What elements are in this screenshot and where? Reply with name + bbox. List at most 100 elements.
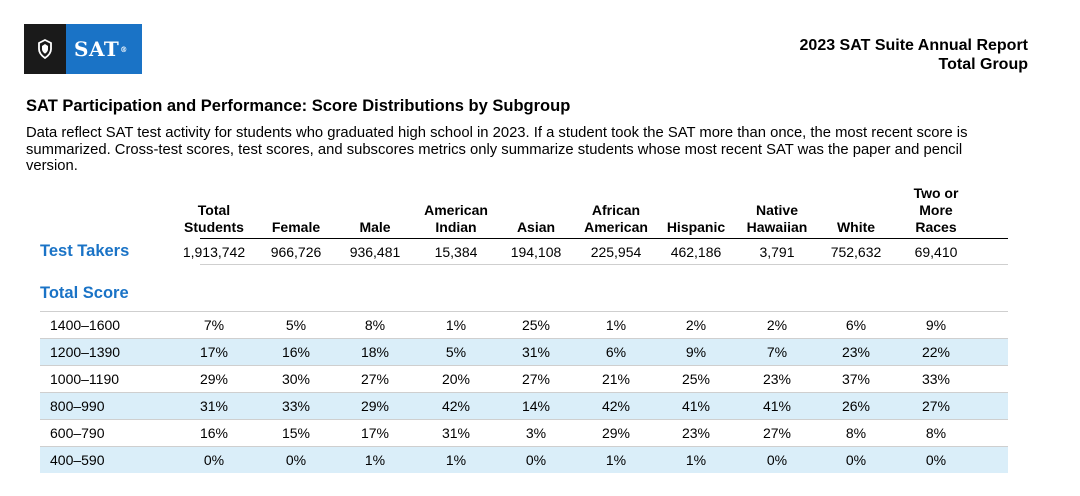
score-percent-cell: 17% [360,425,390,441]
score-percent-cell: 3% [525,425,547,441]
column-header: Female [252,219,340,236]
score-percent-cell: 8% [845,425,867,441]
column-header-line: Races [915,219,957,235]
score-percent-cell: 1% [605,317,627,333]
score-percent-cell: 1% [685,452,707,468]
score-range-row: 1200–1390 17% 16% 18% 5% 31% 6% 9% 7% 23% 22% [40,338,1008,365]
test-takers-cell: 69,410 [914,244,958,260]
score-percent-cell: 21% [601,371,631,387]
column-header-line: Indian [435,219,477,235]
score-range-row: 800–990 31% 33% 29% 42% 14% 42% 41% 41% 26% 27% [40,392,1008,419]
column-header: Male [331,219,419,236]
score-range-label: 1000–1190 [50,371,120,387]
score-percent-cell: 0% [845,452,867,468]
score-percent-cell: 23% [762,371,792,387]
score-range-row: 400–590 0% 0% 1% 1% 0% 1% 1% 0% 0% 0% [40,446,1008,473]
test-takers-cell: 225,954 [590,244,642,260]
score-percent-cell: 20% [441,371,471,387]
score-percent-cell: 0% [925,452,947,468]
score-percent-cell: 23% [681,425,711,441]
test-takers-cell: 966,726 [270,244,322,260]
test-takers-cell: 936,481 [349,244,401,260]
report-heading: 2023 SAT Suite Annual Report Total Group [800,36,1028,74]
score-percent-cell: 1% [445,452,467,468]
score-percent-cell: 1% [445,317,467,333]
score-percent-cell: 14% [521,398,551,414]
column-header: African American [572,202,660,236]
column-header-line: African [591,202,641,218]
score-percent-cell: 7% [766,344,788,360]
column-header-line: White [836,219,876,235]
score-percent-cell: 1% [364,452,386,468]
score-percent-cell: 1% [605,452,627,468]
column-header-line: More [919,202,953,218]
column-header: Hispanic [652,219,740,236]
column-header: Asian [492,219,580,236]
score-percent-cell: 2% [766,317,788,333]
score-range-label: 600–790 [50,425,105,441]
test-takers-row: 1,913,742 966,726 936,481 15,384 194,108 225,… [183,240,1008,265]
score-percent-cell: 27% [921,398,951,414]
score-percent-cell: 7% [203,317,225,333]
column-header: Total Students [170,202,258,236]
score-percent-cell: 33% [281,398,311,414]
score-percent-cell: 30% [281,371,311,387]
score-percent-cell: 25% [681,371,711,387]
score-percent-cell: 15% [281,425,311,441]
score-percent-cell: 22% [921,344,951,360]
score-percent-cell: 27% [360,371,390,387]
test-takers-cell: 752,632 [830,244,882,260]
shield-icon [38,39,52,59]
score-percent-cell: 5% [445,344,467,360]
score-percent-cell: 33% [921,371,951,387]
total-score-label: Total Score [40,284,129,302]
test-takers-cell: 1,913,742 [182,244,246,260]
score-percent-cell: 25% [521,317,551,333]
score-percent-cell: 2% [685,317,707,333]
test-takers-cell: 462,186 [670,244,722,260]
score-percent-cell: 29% [360,398,390,414]
score-range-label: 1200–1390 [50,344,121,360]
column-header: Two or More Races [892,185,980,236]
score-percent-cell: 27% [521,371,551,387]
score-percent-cell: 41% [762,398,792,414]
score-percent-cell: 16% [281,344,311,360]
score-percent-cell: 31% [199,398,229,414]
score-percent-cell: 17% [199,344,229,360]
column-header-line: Asian [516,219,556,235]
section-description: Data reflect SAT test activity for stude… [26,125,968,174]
score-percent-cell: 23% [841,344,871,360]
logo-registered-mark: ® [120,44,128,54]
report-title: 2023 SAT Suite Annual Report [799,37,1028,54]
header-rule [200,238,1008,239]
column-header-line: American [424,202,488,218]
test-takers-cell: 3,791 [759,244,795,260]
logo-mark [24,24,66,74]
score-percent-cell: 6% [845,317,867,333]
sat-logo: SAT ® [24,24,142,74]
score-percent-cell: 42% [441,398,471,414]
score-percent-cell: 27% [762,425,792,441]
column-header-line: Total [197,202,231,218]
column-header: American Indian [412,202,500,236]
column-header: Native Hawaiian [733,202,821,236]
test-takers-label: Test Takers [40,242,130,260]
score-percent-cell: 8% [925,425,947,441]
score-percent-cell: 8% [364,317,386,333]
column-header-line: Male [359,219,391,235]
section-title: SAT Participation and Performance: Score… [26,97,571,115]
score-percent-cell: 5% [285,317,307,333]
score-distribution-table: Test Takers 1,913,742 966,726 936,481 15,38… [26,0,1080,496]
report-subtitle: Total Group [938,56,1028,73]
score-range-label: 800–990 [50,398,105,414]
logo-text: SAT [74,37,120,61]
column-header: White [812,219,900,236]
score-percent-cell: 16% [199,425,229,441]
score-percent-cell: 9% [685,344,707,360]
score-percent-cell: 41% [681,398,711,414]
score-range-row: 1000–1190 29% 30% 27% 20% 27% 21% 25% 23% 37% 33% [40,365,1008,392]
score-percent-cell: 6% [605,344,627,360]
score-percent-cell: 29% [199,371,229,387]
column-header-line: Two or [913,185,959,201]
